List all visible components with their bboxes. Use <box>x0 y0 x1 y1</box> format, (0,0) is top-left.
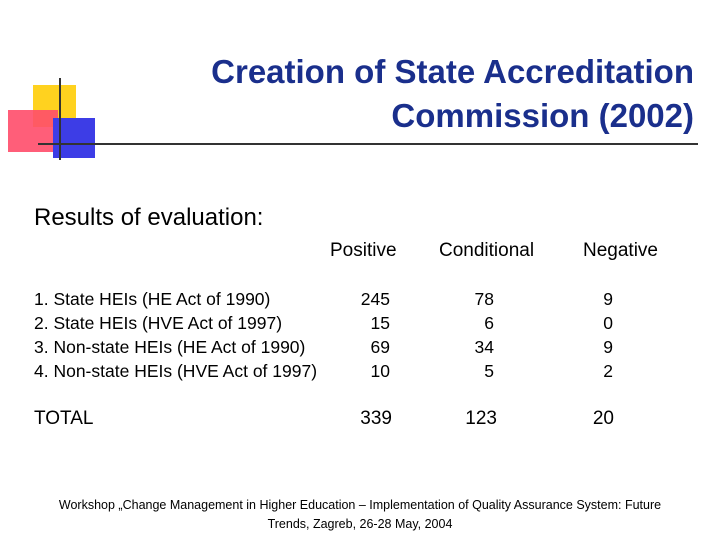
row-label-4: 4. Non-state HEIs (HVE Act of 1997) <box>34 361 318 381</box>
subtitle: Results of evaluation: <box>34 204 264 231</box>
row-1-positive: 245 <box>360 289 390 309</box>
total-label: TOTAL <box>34 408 94 429</box>
total-conditional: 123 <box>465 408 497 429</box>
row-4-conditional: 5 <box>484 361 494 381</box>
row-4-positive: 10 <box>370 361 390 381</box>
row-label-2: 2. State HEIs (HVE Act of 1997) <box>34 313 283 333</box>
row-2-positive: 15 <box>370 313 390 333</box>
row-3-positive: 69 <box>370 337 390 357</box>
footer-line-1: Workshop „Change Management in Higher Ed… <box>58 498 662 512</box>
vertical-rule <box>59 78 61 160</box>
row-label-1: 1. State HEIs (HE Act of 1990) <box>34 289 271 309</box>
row-4-negative: 2 <box>603 361 613 381</box>
horizontal-rule <box>38 143 698 145</box>
total-positive: 339 <box>360 408 392 429</box>
total-negative: 20 <box>592 408 614 429</box>
row-2-negative: 0 <box>603 313 613 333</box>
red-square <box>8 110 58 152</box>
row-3-conditional: 34 <box>474 337 494 357</box>
row-1-conditional: 78 <box>474 289 494 309</box>
header-negative: Negative <box>583 240 658 261</box>
header-conditional: Conditional <box>439 240 535 261</box>
header-positive: Positive <box>330 240 397 261</box>
footer-line-2: Trends, Zagreb, 26-28 May, 2004 <box>267 517 453 531</box>
decorative-logo <box>0 0 698 170</box>
row-label-3: 3. Non-state HEIs (HE Act of 1990) <box>34 337 306 357</box>
slide-title: Creation of State Accreditation Commissi… <box>134 50 694 138</box>
footer-citation: Workshop „Change Management in Higher Ed… <box>20 496 700 534</box>
title-line-1: Creation of State Accreditation <box>211 53 694 90</box>
row-2-conditional: 6 <box>484 313 494 333</box>
title-line-2: Commission (2002) <box>391 97 694 134</box>
row-3-negative: 9 <box>603 337 613 357</box>
row-1-negative: 9 <box>603 289 613 309</box>
